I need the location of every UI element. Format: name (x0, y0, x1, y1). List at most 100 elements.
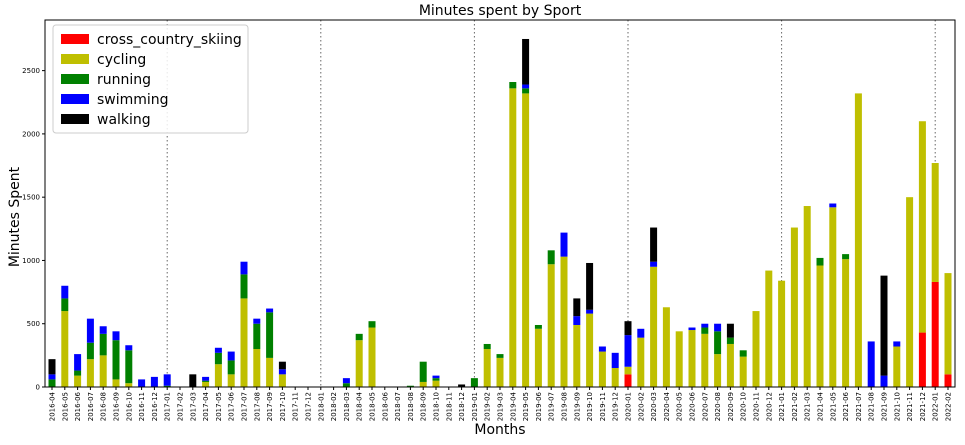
y-tick-label: 2000 (22, 130, 40, 138)
bar-segment-cycling (944, 273, 952, 375)
x-tick-label: 2020-07 (701, 392, 709, 421)
x-tick-label: 2021-03 (804, 392, 812, 421)
bar-segment-walking (726, 323, 734, 338)
bar-segment-running (227, 360, 235, 375)
x-tick-label: 2016-09 (113, 392, 121, 421)
legend-box (52, 24, 249, 134)
bar-segment-cycling (253, 349, 261, 387)
bar-segment-cycling (86, 359, 94, 387)
bar-segment-cycling (778, 280, 786, 387)
bar-segment-swimming (214, 347, 222, 353)
x-tick-label: 2021-04 (817, 391, 825, 421)
bar-segment-running (470, 378, 478, 387)
x-tick-label: 2020-08 (714, 392, 722, 421)
bar-segment-swimming (611, 352, 619, 369)
bar-segment-cycling (355, 340, 363, 387)
x-tick-label: 2018-01 (317, 392, 325, 421)
bar-segment-swimming (86, 318, 94, 343)
bar-segment-cycling (726, 343, 734, 387)
bar-segment-running (432, 378, 440, 381)
x-tick-label: 2018-05 (369, 392, 377, 421)
bar-segment-swimming (240, 261, 248, 275)
bar-segment-cycling (547, 264, 555, 387)
x-tick-label: 2017-02 (177, 392, 185, 421)
bar-segment-running (112, 340, 120, 380)
bar-segment-cycling (534, 328, 542, 387)
x-tick-label: 2017-07 (241, 392, 249, 421)
x-tick-label: 2016-12 (151, 392, 159, 421)
bar-segment-running (253, 323, 261, 350)
legend-swatch (61, 54, 89, 64)
bar-segment-swimming (624, 335, 632, 367)
bar-segment-running (739, 350, 747, 357)
x-tick-label: 2020-12 (765, 392, 773, 421)
bar-segment-cycling (854, 93, 862, 388)
y-axis-label: Minutes Spent (7, 166, 23, 267)
x-tick-label: 2016-11 (138, 392, 146, 421)
bar-segment-cycling (829, 207, 837, 387)
x-tick-label: 2018-08 (407, 392, 415, 421)
bar-segment-running (816, 257, 824, 266)
bar-segment-swimming (714, 323, 722, 332)
x-tick-label: 2019-02 (484, 392, 492, 421)
bar-segment-swimming (867, 341, 875, 387)
bar-segment-cycling (99, 355, 107, 387)
bar-segment-swimming (560, 232, 568, 257)
x-tick-label: 2022-01 (932, 392, 940, 421)
x-tick-label: 2020-06 (689, 391, 697, 421)
bar-segment-swimming (202, 376, 210, 381)
bar-segment-running (534, 324, 542, 329)
x-tick-label: 2018-12 (458, 392, 466, 421)
bar-segment-swimming (99, 326, 107, 334)
x-tick-label: 2017-05 (215, 392, 223, 421)
bar-segment-swimming (61, 285, 69, 299)
bar-segment-running (163, 385, 171, 387)
bar-segment-running (842, 254, 850, 260)
bar-segment-swimming (150, 376, 158, 387)
y-tick-label: 500 (27, 320, 40, 328)
bar-segment-running (406, 385, 414, 387)
bar-segment-walking (880, 275, 888, 376)
x-axis-label: Months (474, 422, 525, 438)
x-tick-label: 2020-09 (727, 392, 735, 421)
x-tick-label: 2019-04 (509, 391, 517, 421)
legend-label: cross_country_skiing (97, 32, 242, 48)
x-tick-label: 2019-10 (586, 392, 594, 421)
x-tick-label: 2020-04 (663, 391, 671, 421)
bar-segment-cycling (842, 259, 850, 387)
legend-swatch (61, 74, 89, 84)
bar-segment-swimming (598, 346, 606, 352)
bar-segment-cycling (688, 330, 696, 387)
x-tick-label: 2016-10 (125, 392, 133, 421)
bar-segment-cycling (701, 333, 709, 387)
x-tick-label: 2020-05 (676, 392, 684, 421)
x-tick-label: 2019-11 (599, 392, 607, 421)
bar-segment-walking (573, 298, 581, 317)
x-tick-label: 2021-12 (919, 392, 927, 421)
x-tick-label: 2018-07 (394, 392, 402, 421)
bar-segment-cross-country-skiing (918, 332, 926, 387)
bar-segment-running (496, 354, 504, 358)
bar-segment-swimming (163, 374, 171, 386)
bar-segment-cycling (112, 379, 120, 387)
bar-segment-walking (48, 359, 56, 375)
legend-swatch (61, 114, 89, 124)
bar-segment-cycling (227, 374, 235, 387)
bar-segment-running (726, 337, 734, 344)
x-tick-label: 2019-05 (522, 392, 530, 421)
bar-segment-cycling (368, 327, 376, 387)
bar-segment-cycling (74, 375, 82, 387)
bar-segment-running (125, 350, 133, 384)
bar-segment-cycling (483, 349, 491, 387)
bar-segment-running (266, 312, 274, 358)
x-tick-label: 2018-06 (381, 391, 389, 421)
x-tick-label: 2017-12 (305, 392, 313, 421)
x-tick-label: 2019-06 (535, 391, 543, 421)
x-tick-label: 2020-11 (753, 392, 761, 421)
bar-segment-swimming (266, 308, 274, 313)
bar-segment-cycling (637, 337, 645, 387)
x-tick-label: 2021-11 (906, 392, 914, 421)
bar-segment-walking (650, 227, 658, 262)
bar-segment-running (368, 321, 376, 328)
x-tick-label: 2019-01 (471, 392, 479, 421)
